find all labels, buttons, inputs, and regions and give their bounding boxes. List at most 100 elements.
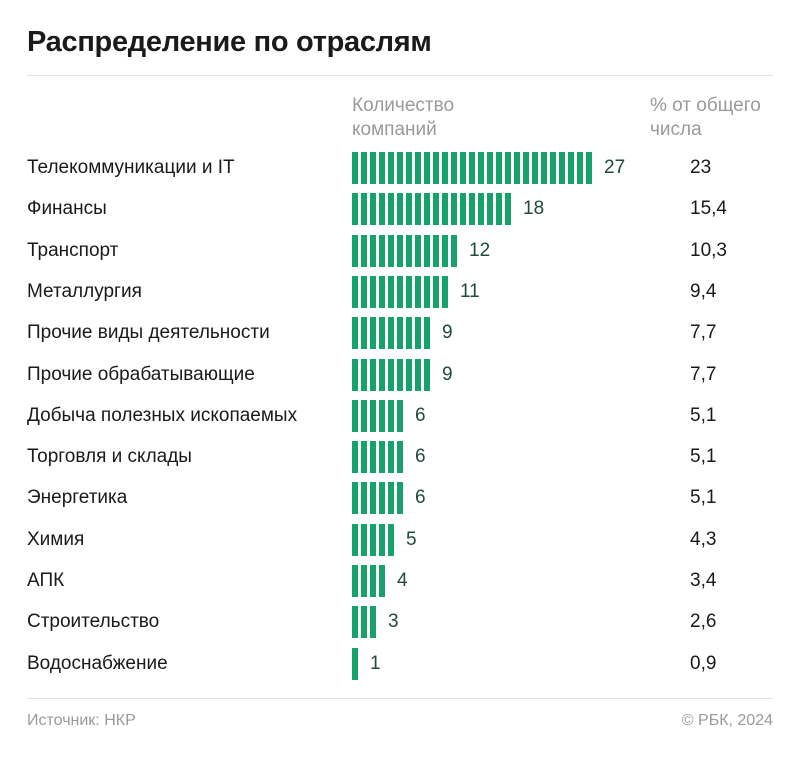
bar-segment (496, 152, 502, 184)
percent-label: 23 (690, 157, 712, 178)
count-column-header: Количество компаний (352, 95, 455, 140)
value-label: 27 (604, 157, 626, 178)
chart-title: Распределение по отраслям (27, 26, 432, 58)
bar-segment (424, 235, 430, 267)
chart-row: Прочие обрабатывающие 9 7,7 (0, 359, 800, 391)
bar-segment (388, 524, 394, 556)
category-label: Водоснабжение (27, 653, 168, 674)
bar-segment (379, 482, 385, 514)
bar-segment (388, 317, 394, 349)
bar-segment (352, 235, 358, 267)
bar-segment (379, 524, 385, 556)
value-label: 1 (370, 653, 381, 674)
top-divider (27, 75, 773, 76)
chart-row: Прочие виды деятельности 9 7,7 (0, 317, 800, 349)
bar-segment (352, 648, 358, 680)
bar-segment (379, 441, 385, 473)
bar-segment (442, 193, 448, 225)
bar-segment (370, 152, 376, 184)
chart-row: Строительство 3 2,6 (0, 606, 800, 638)
bar-segment (352, 482, 358, 514)
bar-segment (514, 152, 520, 184)
bar-segment (379, 400, 385, 432)
category-label: Химия (27, 529, 85, 550)
bar-segment (433, 235, 439, 267)
category-label: Энергетика (27, 487, 128, 508)
bar-segment (577, 152, 583, 184)
bar-segment (388, 441, 394, 473)
category-label: Прочие обрабатывающие (27, 364, 255, 385)
bar-segment (451, 235, 457, 267)
bar-segment (424, 317, 430, 349)
value-label: 4 (397, 570, 408, 591)
bar-segment (406, 359, 412, 391)
bar-segment (505, 152, 511, 184)
bar-segment (505, 193, 511, 225)
chart-row: Торговля и склады 6 5,1 (0, 441, 800, 473)
percent-label: 7,7 (690, 364, 717, 385)
bar-segment (361, 524, 367, 556)
bar-segment (370, 400, 376, 432)
chart-row: АПК 4 3,4 (0, 565, 800, 597)
bar-segment (352, 565, 358, 597)
percent-column-header: % от общего числа (650, 95, 761, 140)
bar-segment (352, 317, 358, 349)
percent-label: 10,3 (690, 240, 727, 261)
bar-segment (388, 235, 394, 267)
percent-label: 5,1 (690, 446, 717, 467)
bar-segment (550, 152, 556, 184)
bar-segment (532, 152, 538, 184)
category-label: АПК (27, 570, 65, 591)
bar-segment (361, 235, 367, 267)
value-label: 6 (415, 487, 426, 508)
bar-segment (415, 276, 421, 308)
bar-segment (352, 276, 358, 308)
chart-row: Энергетика 6 5,1 (0, 482, 800, 514)
source-note: Источник: НКР (27, 712, 136, 729)
bar-segment (415, 193, 421, 225)
bar-segment (370, 359, 376, 391)
category-label: Металлургия (27, 281, 142, 302)
bar-segment (442, 235, 448, 267)
percent-label: 15,4 (690, 198, 727, 219)
bar-segment (370, 193, 376, 225)
percent-label: 0,9 (690, 653, 717, 674)
bar-segment (352, 193, 358, 225)
percent-label: 3,4 (690, 570, 717, 591)
bar-segment (352, 359, 358, 391)
bar-segment (469, 152, 475, 184)
bar-segment (388, 193, 394, 225)
bar-segment (370, 482, 376, 514)
bar-segment (406, 235, 412, 267)
bar-segment (397, 400, 403, 432)
bar-segment (388, 276, 394, 308)
bar-segment (433, 276, 439, 308)
bottom-divider (27, 698, 773, 699)
bar-segment (460, 152, 466, 184)
chart-row: Финансы 18 15,4 (0, 193, 800, 225)
bar-segment (397, 441, 403, 473)
bar-segment (397, 276, 403, 308)
bar-segment (451, 152, 457, 184)
category-label: Торговля и склады (27, 446, 192, 467)
bar-segment (361, 193, 367, 225)
value-label: 5 (406, 529, 417, 550)
bar-segment (352, 152, 358, 184)
bar-segment (586, 152, 592, 184)
bar-segment (424, 193, 430, 225)
category-label: Строительство (27, 611, 160, 632)
copyright-note: © РБК, 2024 (681, 712, 773, 729)
bar-segment (361, 359, 367, 391)
bar-segment (460, 193, 466, 225)
bar-segment (496, 193, 502, 225)
bar-segment (406, 317, 412, 349)
bar-segment (361, 152, 367, 184)
bar-segment (397, 317, 403, 349)
chart-row: Водоснабжение 1 0,9 (0, 648, 800, 680)
bar-segment (379, 235, 385, 267)
bar-segment (523, 152, 529, 184)
bar-segment (388, 482, 394, 514)
bar-segment (568, 152, 574, 184)
bar-segment (397, 193, 403, 225)
bar-segment (415, 317, 421, 349)
